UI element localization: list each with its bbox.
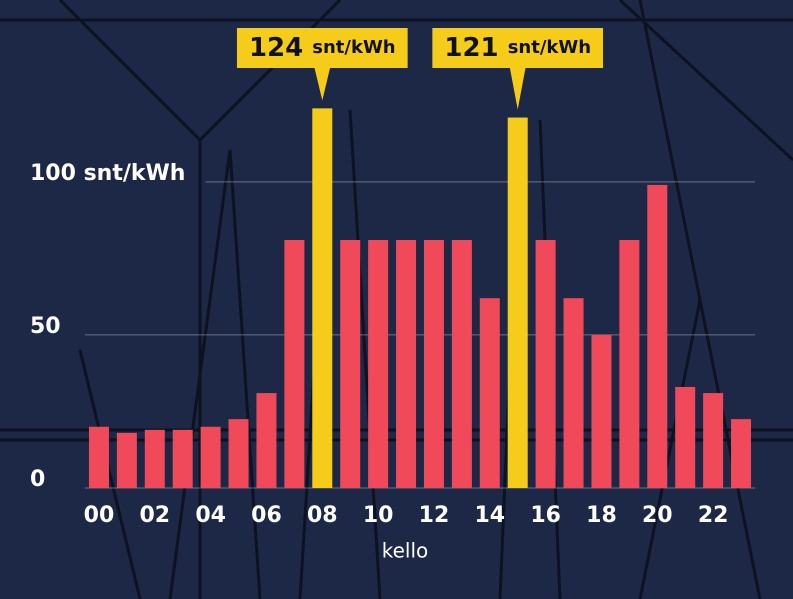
bar (535, 240, 556, 488)
bar (144, 429, 165, 488)
x-tick-label: 02 (139, 503, 170, 528)
bar (647, 184, 668, 488)
bar (368, 240, 389, 488)
annotation-pointer (509, 67, 526, 110)
bar (228, 419, 249, 488)
annotation-label: 124 snt/kWh (249, 33, 396, 63)
bar (396, 240, 417, 488)
bar (731, 419, 752, 488)
bar (256, 393, 277, 488)
bar (423, 240, 444, 488)
annotation-pointer (314, 67, 331, 101)
bar (172, 429, 193, 488)
x-tick-label: 14 (474, 503, 505, 528)
x-tick-label: 20 (642, 503, 673, 528)
bar (479, 298, 500, 488)
bar (563, 298, 584, 488)
x-tick-label: 22 (698, 503, 729, 528)
bar (703, 393, 724, 488)
bar (88, 426, 109, 488)
bar (507, 117, 528, 489)
bar (451, 240, 472, 488)
bar (675, 386, 696, 488)
x-tick-label: 00 (84, 503, 115, 528)
value-annotation: 121 snt/kWh (432, 28, 604, 110)
x-tick-label: 12 (419, 503, 450, 528)
x-tick-label: 08 (307, 503, 338, 528)
bar (284, 240, 305, 488)
x-tick-label: 18 (586, 503, 617, 528)
x-axis-title: kello (382, 539, 429, 563)
bar (200, 426, 221, 488)
annotation-box (432, 28, 604, 68)
x-tick-label: 10 (363, 503, 394, 528)
bar (340, 240, 361, 488)
x-tick-label: 16 (530, 503, 561, 528)
annotation-box (236, 28, 408, 68)
bar (591, 334, 612, 488)
value-annotation: 124 snt/kWh (236, 28, 408, 101)
y-tick-label: 100 snt/kWh (30, 161, 185, 186)
y-tick-label: 50 (30, 314, 61, 339)
x-tick-label: 06 (251, 503, 282, 528)
annotation-label: 121 snt/kWh (444, 33, 591, 63)
y-tick-label: 0 (30, 467, 45, 492)
bar (619, 240, 640, 488)
bar (116, 432, 137, 488)
bar (312, 108, 333, 488)
x-tick-label: 04 (195, 503, 226, 528)
